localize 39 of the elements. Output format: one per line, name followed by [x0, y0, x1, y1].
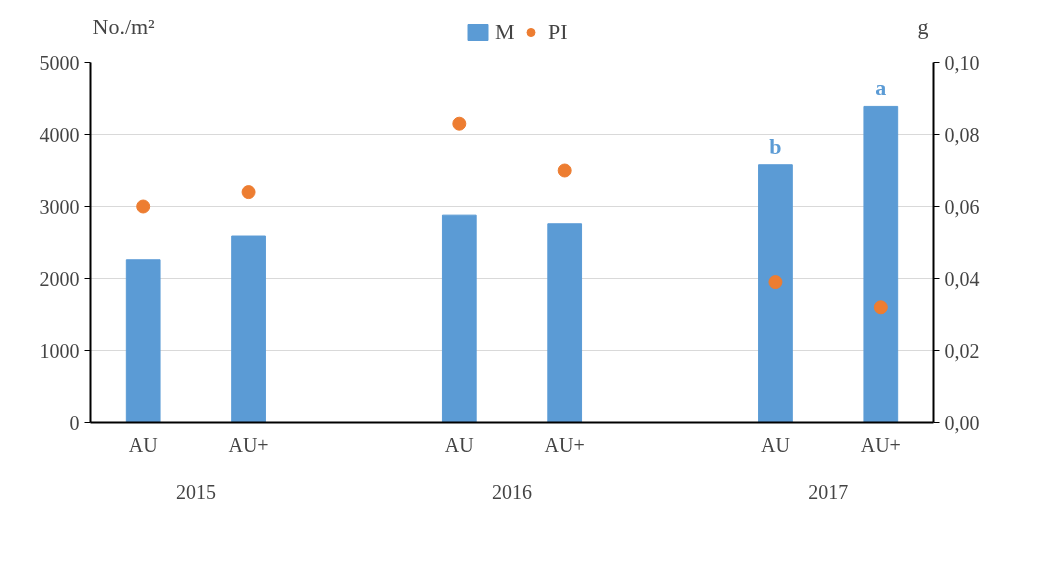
x-tick-label: AU	[444, 433, 475, 456]
bar	[547, 223, 583, 423]
legend-label: PI	[548, 19, 568, 45]
x-tick-label: AU+	[860, 433, 901, 456]
y2-tick-label: 0,06	[944, 195, 980, 218]
legend-label: M	[495, 19, 515, 45]
y2-axis-title: g	[917, 13, 929, 39]
y2-tick-label: 0,00	[944, 411, 980, 434]
data-label: a	[875, 75, 887, 101]
text: 2017	[808, 480, 849, 503]
data-label: b	[769, 133, 782, 159]
y2-tick-label: 0,02	[944, 339, 980, 362]
point	[136, 199, 151, 214]
y-tick-label: 4000	[39, 123, 80, 146]
text: 2015	[175, 480, 216, 503]
bar	[441, 214, 477, 423]
x-tick-label: AU+	[544, 433, 585, 456]
bar	[758, 164, 793, 423]
bar	[231, 235, 266, 423]
text: 2016	[492, 480, 532, 503]
point	[557, 163, 572, 178]
y2-tick-label: 0,08	[944, 123, 980, 146]
y2-tick-label: 0,04	[944, 267, 980, 290]
bar	[125, 259, 161, 423]
x-tick-label: AU	[128, 433, 159, 456]
point	[452, 116, 467, 131]
y-tick-label: 5000	[39, 51, 80, 74]
x-tick-label: AU	[760, 433, 791, 456]
y-tick-label: 0	[69, 411, 80, 434]
y-tick-label: 1000	[39, 339, 80, 362]
point	[241, 185, 256, 200]
y2-tick-label: 0,10	[944, 51, 980, 74]
x-tick-label: AU+	[228, 433, 269, 456]
point	[768, 275, 783, 290]
y-tick-label: 2000	[39, 267, 80, 290]
point	[873, 300, 888, 315]
bar	[863, 105, 899, 423]
y-axis-title: No./m²	[92, 13, 156, 39]
y-tick-label: 3000	[39, 195, 80, 218]
